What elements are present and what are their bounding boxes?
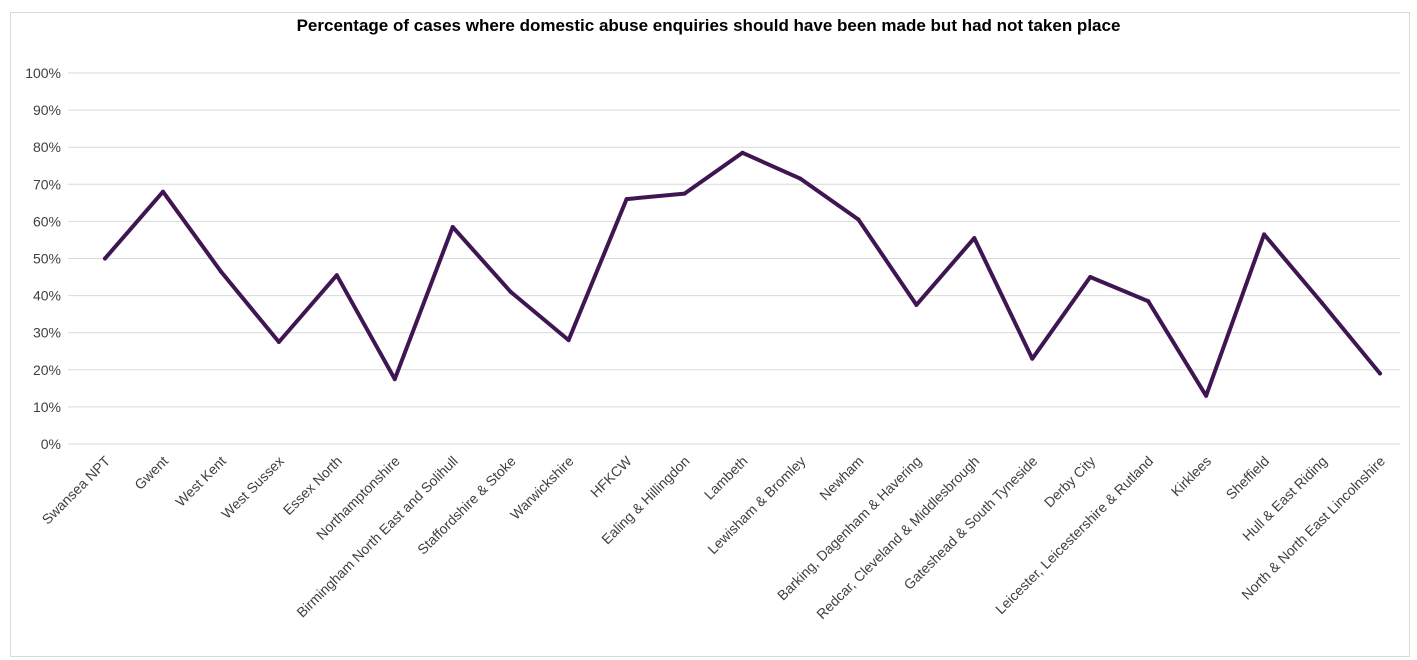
y-tick-label: 80%: [33, 139, 61, 155]
data-point: [682, 191, 687, 196]
data-point: [450, 224, 455, 229]
data-point: [1146, 299, 1151, 304]
x-tick-label: Lambeth: [701, 453, 751, 503]
series-line: [103, 150, 1382, 398]
y-tick-label: 70%: [33, 176, 61, 192]
data-point: [218, 269, 223, 274]
data-point: [1320, 301, 1325, 306]
data-point: [1262, 232, 1267, 237]
gridlines: [68, 72, 1400, 445]
chart-frame: [10, 12, 1410, 657]
x-tick-label: Sheffield: [1223, 453, 1273, 503]
data-point: [1030, 356, 1035, 361]
y-tick-label: 50%: [33, 251, 61, 267]
data-point: [508, 289, 513, 294]
series-layer: [103, 150, 1382, 398]
data-point: [1378, 371, 1382, 376]
data-point: [103, 256, 107, 261]
y-axis-ticks: 0% 10% 20% 30% 40% 50% 60% 70% 80% 90% 100%: [25, 65, 61, 452]
x-tick-label: Lewisham & Bromley: [704, 453, 808, 557]
data-point: [160, 189, 165, 194]
data-point: [276, 339, 281, 344]
y-tick-label: 60%: [33, 213, 61, 229]
x-tick-label: Swansea NPT: [39, 452, 114, 527]
x-tick-label: West Kent: [172, 453, 229, 510]
y-tick-label: 0%: [41, 436, 61, 452]
data-point: [798, 176, 803, 181]
y-tick-label: 20%: [33, 362, 61, 378]
x-tick-label: Gwent: [131, 453, 171, 493]
data-point: [624, 197, 629, 202]
y-tick-label: 30%: [33, 325, 61, 341]
data-point: [334, 273, 339, 278]
y-tick-label: 100%: [25, 65, 61, 81]
data-point: [1088, 275, 1093, 280]
y-tick-label: 90%: [33, 102, 61, 118]
x-tick-label: Derby City: [1041, 453, 1099, 511]
x-tick-label: Newham: [816, 453, 866, 503]
chart-title: Percentage of cases where domestic abuse…: [296, 16, 1121, 35]
data-point: [914, 302, 919, 307]
data-point: [392, 377, 397, 382]
data-point: [566, 338, 571, 343]
x-tick-label: HFKCW: [587, 452, 635, 500]
data-point: [740, 150, 745, 155]
data-point: [972, 236, 977, 241]
data-point: [856, 217, 861, 222]
y-tick-label: 10%: [33, 399, 61, 415]
x-tick-label: Staffordshire & Stoke: [414, 453, 519, 558]
x-tick-label: West Sussex: [218, 453, 287, 522]
x-tick-label: Kirklees: [1168, 453, 1215, 500]
y-tick-label: 40%: [33, 288, 61, 304]
data-point: [1204, 393, 1209, 398]
